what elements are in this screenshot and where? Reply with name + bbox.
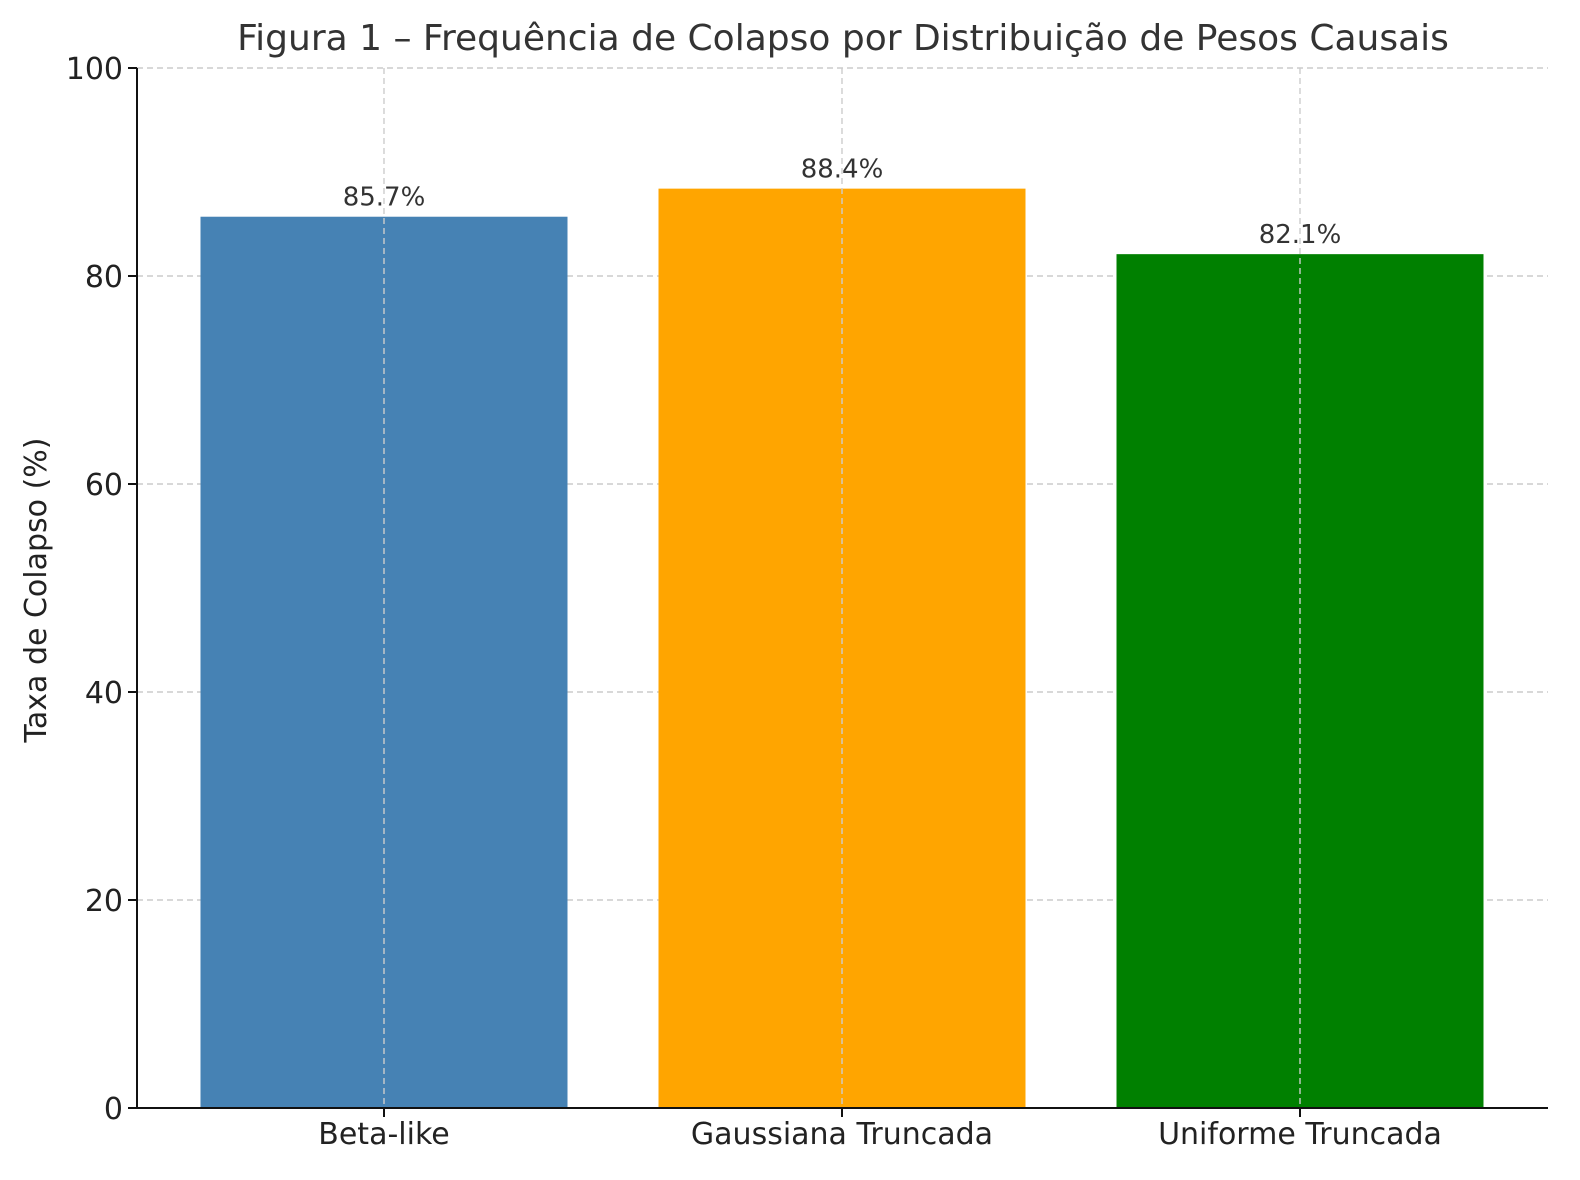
bar-value-label: 85.7% xyxy=(343,183,426,213)
y-tick-label: 100 xyxy=(66,52,123,87)
x-tick-label: Gaussiana Truncada xyxy=(691,1117,993,1152)
x-tick-label: Beta-like xyxy=(318,1117,449,1152)
y-tick-label: 0 xyxy=(104,1092,123,1127)
bar-value-labels: 85.7% 88.4% 82.1% xyxy=(343,155,1342,251)
y-tick-label: 80 xyxy=(85,260,123,295)
chart-title: Figura 1 – Frequência de Colapso por Dis… xyxy=(237,18,1449,59)
y-tick-label: 40 xyxy=(85,676,123,711)
y-tick-label: 20 xyxy=(85,884,123,919)
bar-value-label: 88.4% xyxy=(801,155,884,185)
x-tick-label: Uniforme Truncada xyxy=(1158,1117,1442,1152)
bar-value-label: 82.1% xyxy=(1259,220,1342,250)
y-axis-label: Taxa de Colapso (%) xyxy=(19,438,54,744)
ticks: 0 20 40 60 80 100 Beta-like Gaussiana Truncada U… xyxy=(66,52,1442,1152)
x-grid-lines xyxy=(383,68,1301,1108)
y-tick-label: 60 xyxy=(85,468,123,503)
